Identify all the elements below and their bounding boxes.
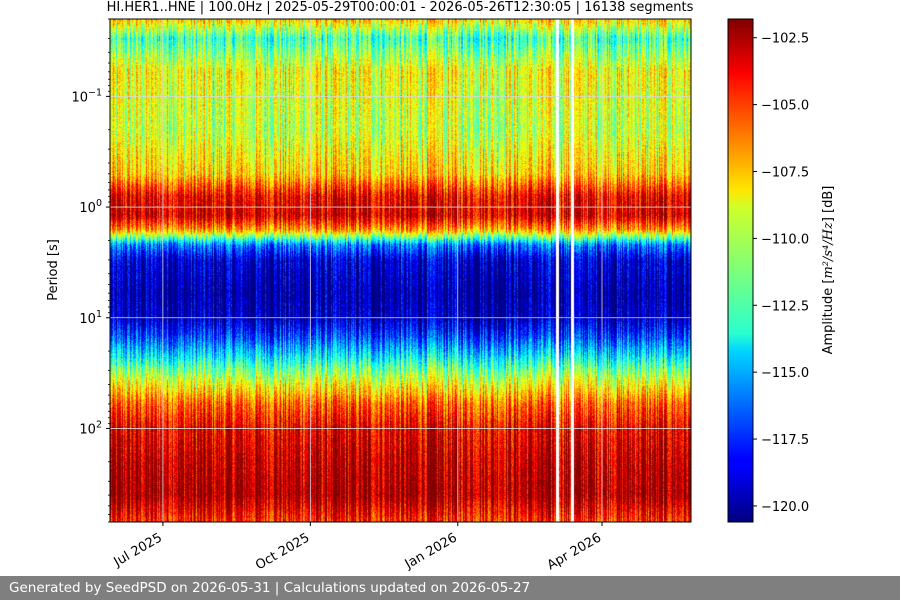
x-tick-label: Apr 2026 [545,530,604,573]
y-tick-base: 10 [79,201,96,216]
y-tick-exponent: 0 [96,198,102,209]
y-tick-base: 10 [79,312,96,327]
colorbar-label: Amplitude [m²/s⁴/Hz] [dB] [821,186,836,355]
colorbar-gradient [727,18,754,523]
colorbar-ticks: −102.5 −105.0 −107.5 −110.0 −112.5 −115.0 −117… [753,32,809,515]
y-axis-label: Period [s] [46,239,61,301]
colorbar-label-prefix: Amplitude [ [821,279,836,355]
colorbar-tick-label: −115.0 [761,366,809,381]
heatmap-raster [110,19,691,522]
y-tick-label: 101 [79,309,102,327]
y-tick-exponent: 1 [96,309,102,320]
colorbar-label-suffix: ] [dB] [821,186,836,223]
footer-bar: Generated by SeedPSD on 2026-05-31 | Cal… [0,576,900,600]
y-tick-exponent: −1 [88,87,102,98]
footer-text: Generated by SeedPSD on 2026-05-31 | Cal… [9,580,531,596]
chart-title: HI.HER1..HNE | 100.0Hz | 2025-05-29T00:0… [107,0,694,15]
colorbar-tick-label: −112.5 [761,299,809,314]
x-tick-label: Jan 2026 [402,530,460,572]
y-tick-label: 10−1 [71,87,102,105]
spectrogram-heatmap [110,19,691,522]
y-tick-exponent: 2 [96,419,102,430]
colorbar-tick-label: −102.5 [761,32,809,47]
x-axis-ticks: Jul 2025 Oct 2025 Jan 2026 Apr 2026 [111,522,604,573]
colorbar-tick-label: −117.5 [761,433,809,448]
plot-frame [109,18,692,523]
y-tick-base: 10 [79,422,96,437]
colorbar-tick-label: −105.0 [761,99,809,114]
colorbar-label-math: m²/s⁴/Hz [821,222,836,279]
x-tick-label: Jul 2025 [111,530,165,570]
y-tick-base: 10 [71,90,88,105]
y-tick-label: 102 [79,419,102,437]
grid-lines [110,19,691,522]
figure: HI.HER1..HNE | 100.0Hz | 2025-05-29T00:0… [46,0,836,573]
x-tick-label: Oct 2025 [253,530,312,573]
colorbar-tick-label: −120.0 [761,500,809,515]
y-tick-label: 100 [79,198,102,216]
colorbar: −102.5 −105.0 −107.5 −110.0 −112.5 −115.0 −117… [727,18,836,523]
colorbar-tick-label: −110.0 [761,232,809,247]
colorbar-tick-label: −107.5 [761,166,809,181]
